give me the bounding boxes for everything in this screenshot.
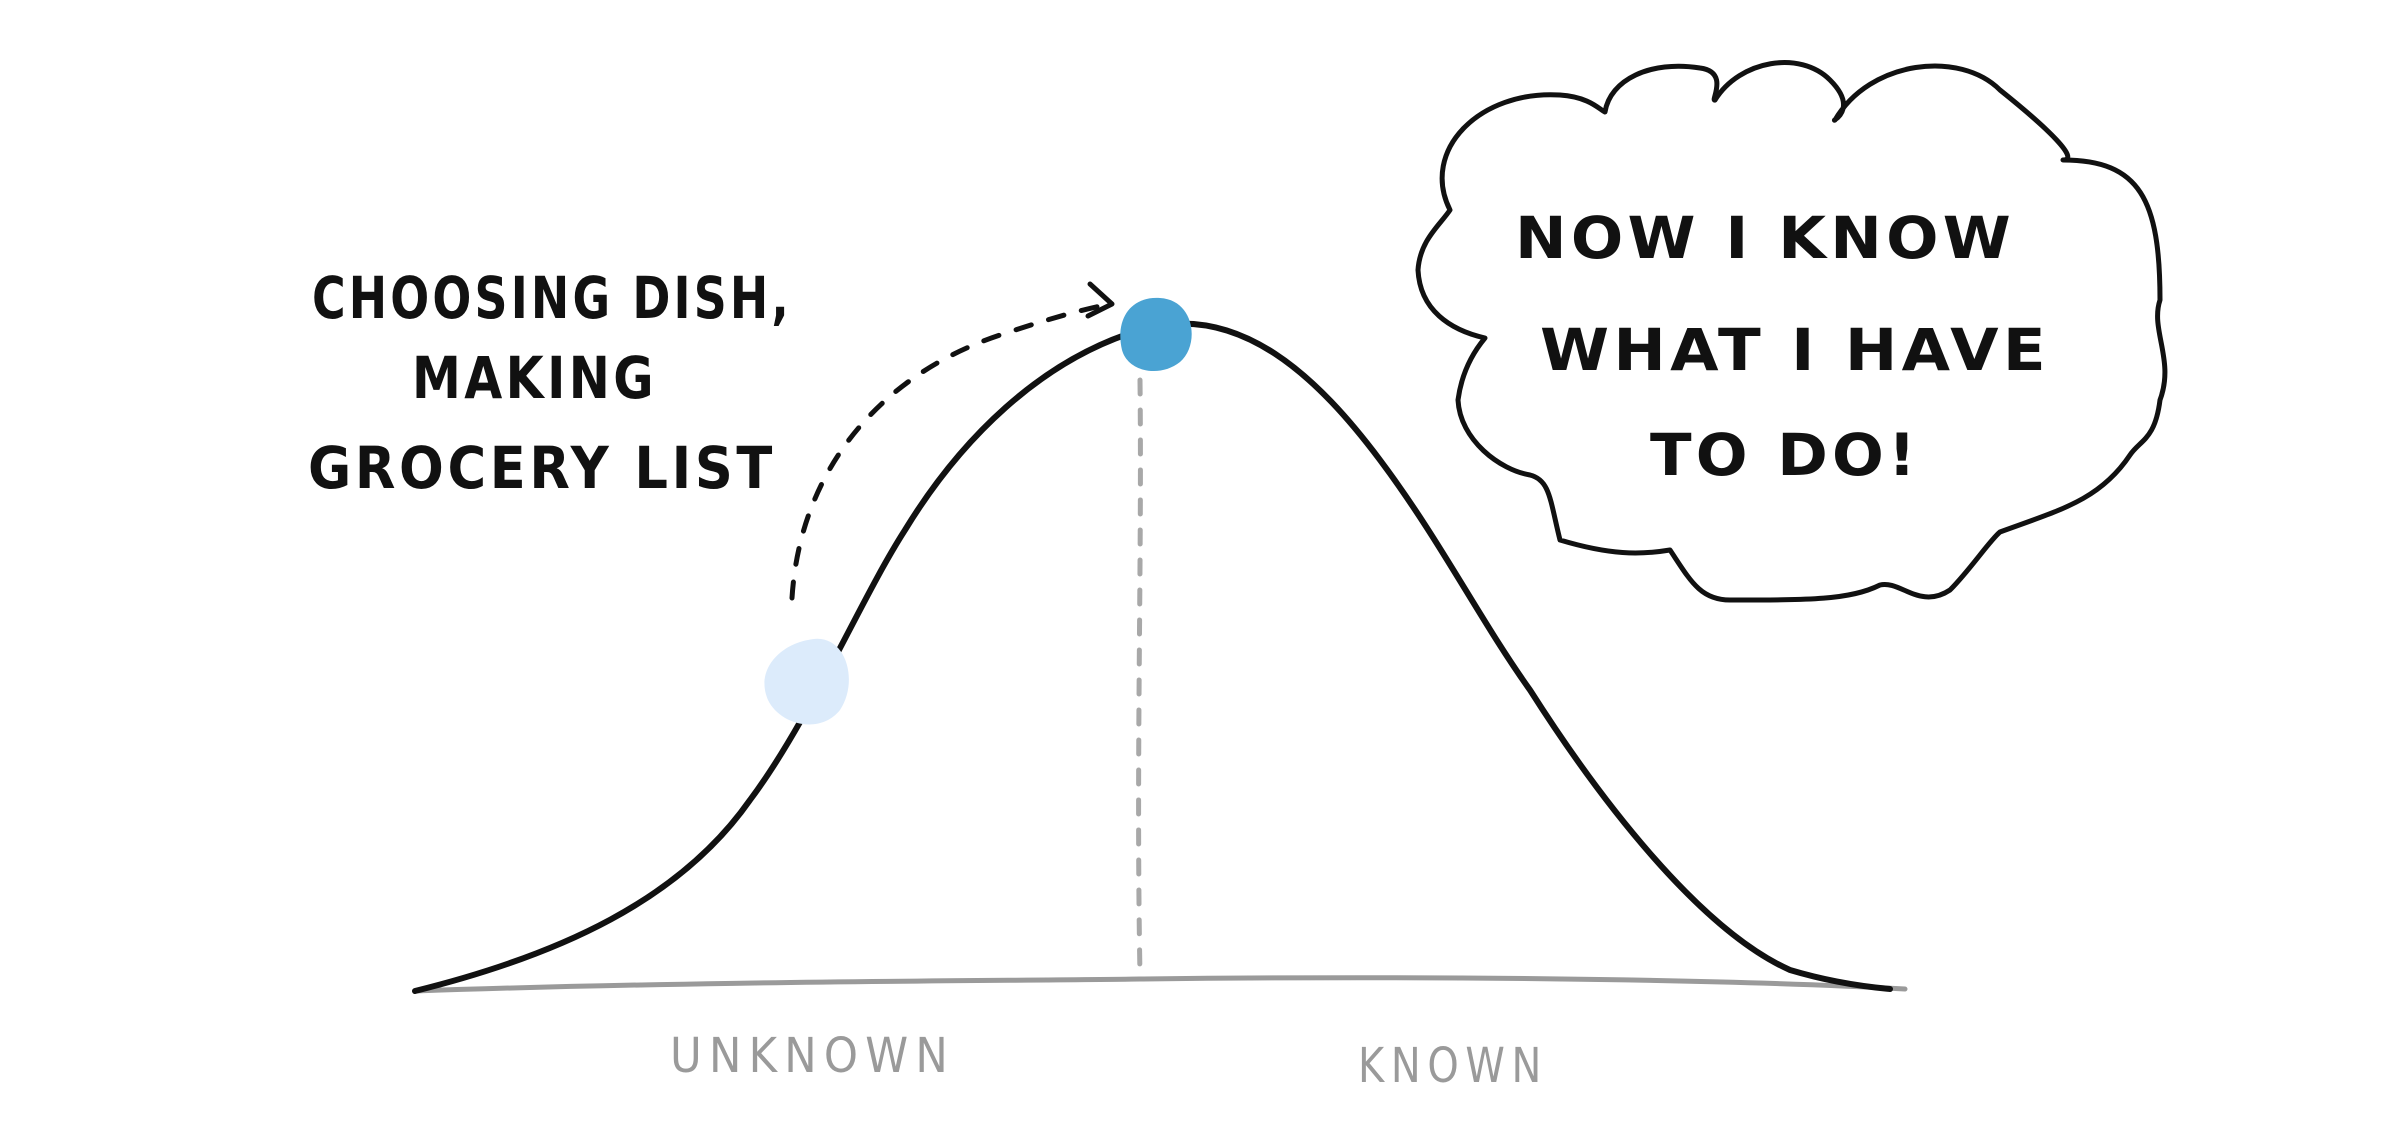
bubble-line-3: TO DO! xyxy=(1650,421,1920,489)
baseline-axis xyxy=(412,975,1908,994)
progress-arrow xyxy=(789,301,1113,601)
annotation-line-3: GROCERY LIST xyxy=(308,434,776,502)
annotation-line-2: MAKING xyxy=(412,344,657,412)
bubble-line-1: NOW I KNOW xyxy=(1515,204,2015,272)
axis-label-unknown: UNKNOWN xyxy=(670,1028,955,1084)
axis-label-known: KNOWN xyxy=(1358,1038,1548,1094)
peak-divider-line xyxy=(1136,377,1143,978)
bubble-line-2: WHAT I HAVE xyxy=(1540,316,2050,384)
peak-dot xyxy=(1120,297,1192,372)
bell-curve xyxy=(412,320,1893,994)
thought-bubble xyxy=(1415,60,2168,603)
annotation-line-1: CHOOSING DISH, xyxy=(312,264,792,332)
start-position-dot xyxy=(764,638,849,725)
progress-arrow-head xyxy=(1085,281,1115,319)
